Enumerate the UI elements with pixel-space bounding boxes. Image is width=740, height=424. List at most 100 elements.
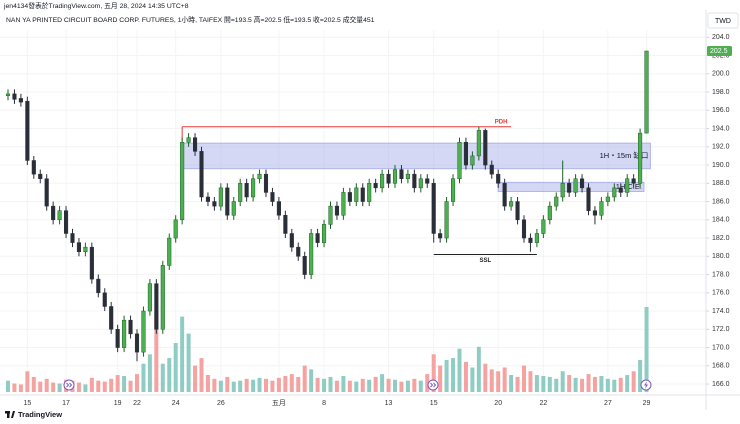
candle-body bbox=[444, 201, 449, 239]
candle-body bbox=[154, 283, 159, 330]
volume-bar bbox=[89, 377, 94, 392]
volume-bar bbox=[522, 365, 526, 392]
zone-label: 1H・15m 缺口 bbox=[600, 150, 649, 160]
volume-bar bbox=[322, 378, 327, 392]
candle-body bbox=[134, 333, 140, 353]
header: jen4134發表於TradingView.com, 五月 28, 2024 1… bbox=[3, 1, 189, 10]
candle-body bbox=[315, 233, 320, 243]
volume-bar bbox=[51, 382, 56, 392]
candle-body bbox=[412, 173, 417, 189]
candle-body bbox=[44, 178, 49, 207]
volume-bar bbox=[418, 380, 423, 392]
icon-chevron bbox=[66, 382, 70, 388]
volume-bar bbox=[509, 375, 514, 392]
candle-body bbox=[276, 201, 281, 216]
candle-body bbox=[218, 187, 223, 207]
candle-body bbox=[380, 173, 385, 189]
currency-box[interactable] bbox=[707, 12, 739, 29]
candle-body bbox=[528, 237, 533, 243]
volume-bar bbox=[315, 377, 320, 392]
volume-bar bbox=[373, 376, 378, 392]
candle-body bbox=[644, 50, 649, 134]
volume-bar bbox=[44, 378, 49, 392]
candle-body bbox=[580, 178, 585, 189]
volume-bar bbox=[631, 371, 636, 392]
candle-body bbox=[25, 100, 30, 161]
volume-bar bbox=[302, 365, 307, 392]
volume-bar bbox=[592, 376, 597, 392]
volume-bar bbox=[115, 375, 120, 392]
candle-body bbox=[521, 219, 527, 239]
candle-body bbox=[612, 187, 617, 198]
candle-body bbox=[438, 233, 443, 239]
volume-bar bbox=[205, 375, 210, 392]
candle-body bbox=[12, 93, 17, 100]
volume-bar bbox=[638, 359, 643, 392]
volume-bar bbox=[244, 378, 249, 392]
volume-bar bbox=[160, 363, 165, 392]
volume-bar bbox=[438, 365, 443, 392]
volume-bar bbox=[173, 342, 178, 392]
volume-bar bbox=[289, 374, 294, 392]
candle-body bbox=[96, 278, 101, 294]
candle-body bbox=[109, 306, 114, 330]
logo[interactable] bbox=[5, 411, 15, 418]
logo-part bbox=[7, 413, 10, 418]
y-tick-label: 178.0 bbox=[712, 271, 730, 278]
volume-bar bbox=[554, 378, 559, 392]
y-tick-label: 182.0 bbox=[712, 235, 730, 242]
level-label: SSL bbox=[479, 258, 491, 264]
candle-body bbox=[5, 93, 11, 96]
volume-bar bbox=[625, 375, 630, 392]
candle-body bbox=[476, 130, 481, 157]
candle-body bbox=[541, 219, 546, 234]
candle-body bbox=[38, 173, 43, 179]
volume-bar bbox=[122, 375, 127, 392]
candle-body bbox=[605, 196, 610, 202]
volume-bar bbox=[425, 374, 430, 392]
candle-body bbox=[457, 141, 462, 179]
candle-body bbox=[638, 132, 643, 184]
y-tick-label: 194.0 bbox=[712, 125, 730, 132]
replay-icon[interactable] bbox=[427, 379, 439, 391]
volume-bar bbox=[334, 380, 339, 392]
volume-bar bbox=[463, 361, 468, 392]
volume-bar bbox=[567, 375, 572, 392]
candle-body bbox=[57, 210, 62, 221]
icon-chevron bbox=[69, 382, 73, 388]
volume-bar bbox=[405, 380, 410, 392]
volume-bar bbox=[483, 363, 488, 392]
candle-body bbox=[283, 214, 288, 234]
volume-bar bbox=[560, 371, 565, 392]
icon-chevron bbox=[430, 382, 434, 388]
event-icon[interactable] bbox=[640, 379, 652, 391]
logo-part bbox=[11, 411, 15, 418]
x-tick-label: 20 bbox=[494, 400, 502, 407]
volume-bar bbox=[470, 367, 475, 392]
volume-bar bbox=[451, 358, 456, 392]
candle-body bbox=[470, 155, 475, 166]
replay-icon[interactable] bbox=[63, 379, 75, 391]
volume-bar bbox=[547, 376, 552, 392]
volume-bar bbox=[96, 380, 101, 392]
volume-bar bbox=[276, 377, 281, 392]
y-tick-label: 200.0 bbox=[712, 71, 730, 78]
volume-bar bbox=[283, 375, 288, 392]
y-tick-label: 184.0 bbox=[712, 217, 730, 224]
candle-body bbox=[328, 205, 333, 225]
volume-bar bbox=[12, 383, 17, 392]
y-tick-label: 168.0 bbox=[712, 363, 730, 370]
candle-body bbox=[451, 178, 456, 202]
candle-body bbox=[399, 169, 404, 179]
volume-bar bbox=[212, 378, 217, 392]
candle-body bbox=[425, 178, 430, 184]
candle-body bbox=[547, 205, 552, 221]
zone bbox=[181, 142, 651, 170]
volume-bar bbox=[270, 380, 275, 392]
y-tick-label: 198.0 bbox=[712, 89, 730, 96]
volume-bar bbox=[199, 358, 204, 392]
volume-bar bbox=[386, 378, 391, 392]
volume-bar bbox=[489, 369, 494, 392]
x-tick-label: 19 bbox=[114, 400, 122, 407]
volume-bar bbox=[264, 378, 268, 392]
